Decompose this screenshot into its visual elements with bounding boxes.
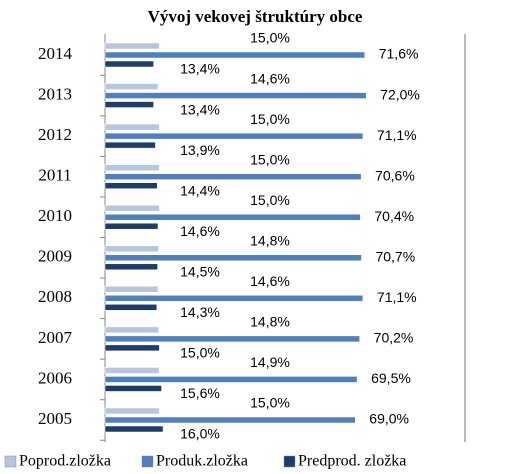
- y-tick-label: 2012: [38, 125, 72, 144]
- data-label: 14,9%: [250, 354, 290, 370]
- bar: [104, 344, 160, 352]
- y-tick-label: 2009: [38, 247, 72, 266]
- y-tick-label: 2011: [38, 166, 71, 185]
- data-label: 15,0%: [250, 151, 290, 167]
- bar: [104, 204, 160, 212]
- data-label: 71,1%: [377, 289, 417, 305]
- chart-title: Vývoj vekovej štruktúry obce: [148, 7, 363, 26]
- data-label: 70,7%: [375, 248, 415, 264]
- data-label: 14,6%: [180, 223, 220, 239]
- bar: [104, 222, 159, 230]
- bar: [104, 416, 356, 424]
- y-tick-label: 2010: [38, 206, 72, 225]
- y-tick-label: 2007: [38, 328, 73, 347]
- data-label: 70,4%: [374, 208, 414, 224]
- y-tick-label: 2005: [38, 409, 72, 428]
- data-label: 14,8%: [250, 232, 290, 248]
- data-label: 15,0%: [180, 345, 220, 361]
- data-label: 16,0%: [180, 426, 220, 442]
- data-label: 70,6%: [375, 167, 415, 183]
- bar: [104, 254, 362, 262]
- legend-label: Produk.zložka: [156, 453, 248, 470]
- data-label: 14,8%: [250, 314, 290, 330]
- data-label: 71,6%: [379, 46, 419, 62]
- y-tick-label: 2013: [38, 84, 72, 103]
- bar: [104, 123, 160, 131]
- data-label: 71,1%: [377, 127, 417, 143]
- data-label: 14,3%: [180, 304, 220, 320]
- bar: [104, 92, 367, 99]
- data-label: 15,0%: [250, 395, 290, 411]
- data-label: 13,4%: [180, 101, 220, 117]
- bar: [104, 101, 154, 108]
- data-label: 13,9%: [180, 142, 220, 158]
- data-label: 14,6%: [250, 273, 290, 289]
- bar: [104, 164, 160, 171]
- bar: [104, 42, 160, 50]
- data-label: 69,5%: [371, 370, 411, 386]
- legend-label: Predprod. zložka: [298, 453, 406, 470]
- bar: [104, 376, 358, 383]
- data-label: 13,4%: [180, 61, 220, 77]
- data-label: 70,2%: [374, 330, 414, 346]
- y-tick-label: 2006: [38, 368, 72, 387]
- bar: [104, 286, 159, 293]
- data-label: 15,6%: [180, 385, 220, 401]
- bar: [104, 60, 154, 68]
- legend-marker: [283, 455, 296, 468]
- bar: [104, 182, 158, 189]
- bar: [104, 425, 164, 433]
- legend-marker: [4, 455, 17, 468]
- bar: [104, 304, 158, 311]
- bar: [104, 51, 365, 59]
- bar: [104, 385, 162, 392]
- legend-marker: [141, 455, 154, 468]
- bar: [104, 141, 156, 149]
- data-label: 72,0%: [380, 86, 420, 102]
- data-label: 15,0%: [250, 30, 290, 46]
- legend-label: Poprod.zložka: [19, 453, 111, 470]
- y-tick-label: 2014: [38, 44, 73, 63]
- bar: [104, 132, 364, 140]
- bar: [104, 173, 362, 180]
- bar: [104, 245, 159, 253]
- bar: [104, 326, 159, 334]
- data-label: 15,0%: [250, 111, 290, 127]
- bar: [104, 335, 360, 343]
- bar: [104, 83, 159, 90]
- data-label: 14,6%: [250, 70, 290, 86]
- bar: [104, 263, 158, 271]
- y-tick-label: 2008: [38, 287, 72, 306]
- data-label: 69,0%: [369, 411, 409, 427]
- bar: [104, 213, 361, 221]
- data-label: 14,5%: [180, 263, 220, 279]
- bar: [104, 367, 160, 374]
- data-label: 14,4%: [180, 182, 220, 198]
- bar: [104, 407, 160, 415]
- bar: [104, 295, 364, 302]
- data-label: 15,0%: [250, 192, 290, 208]
